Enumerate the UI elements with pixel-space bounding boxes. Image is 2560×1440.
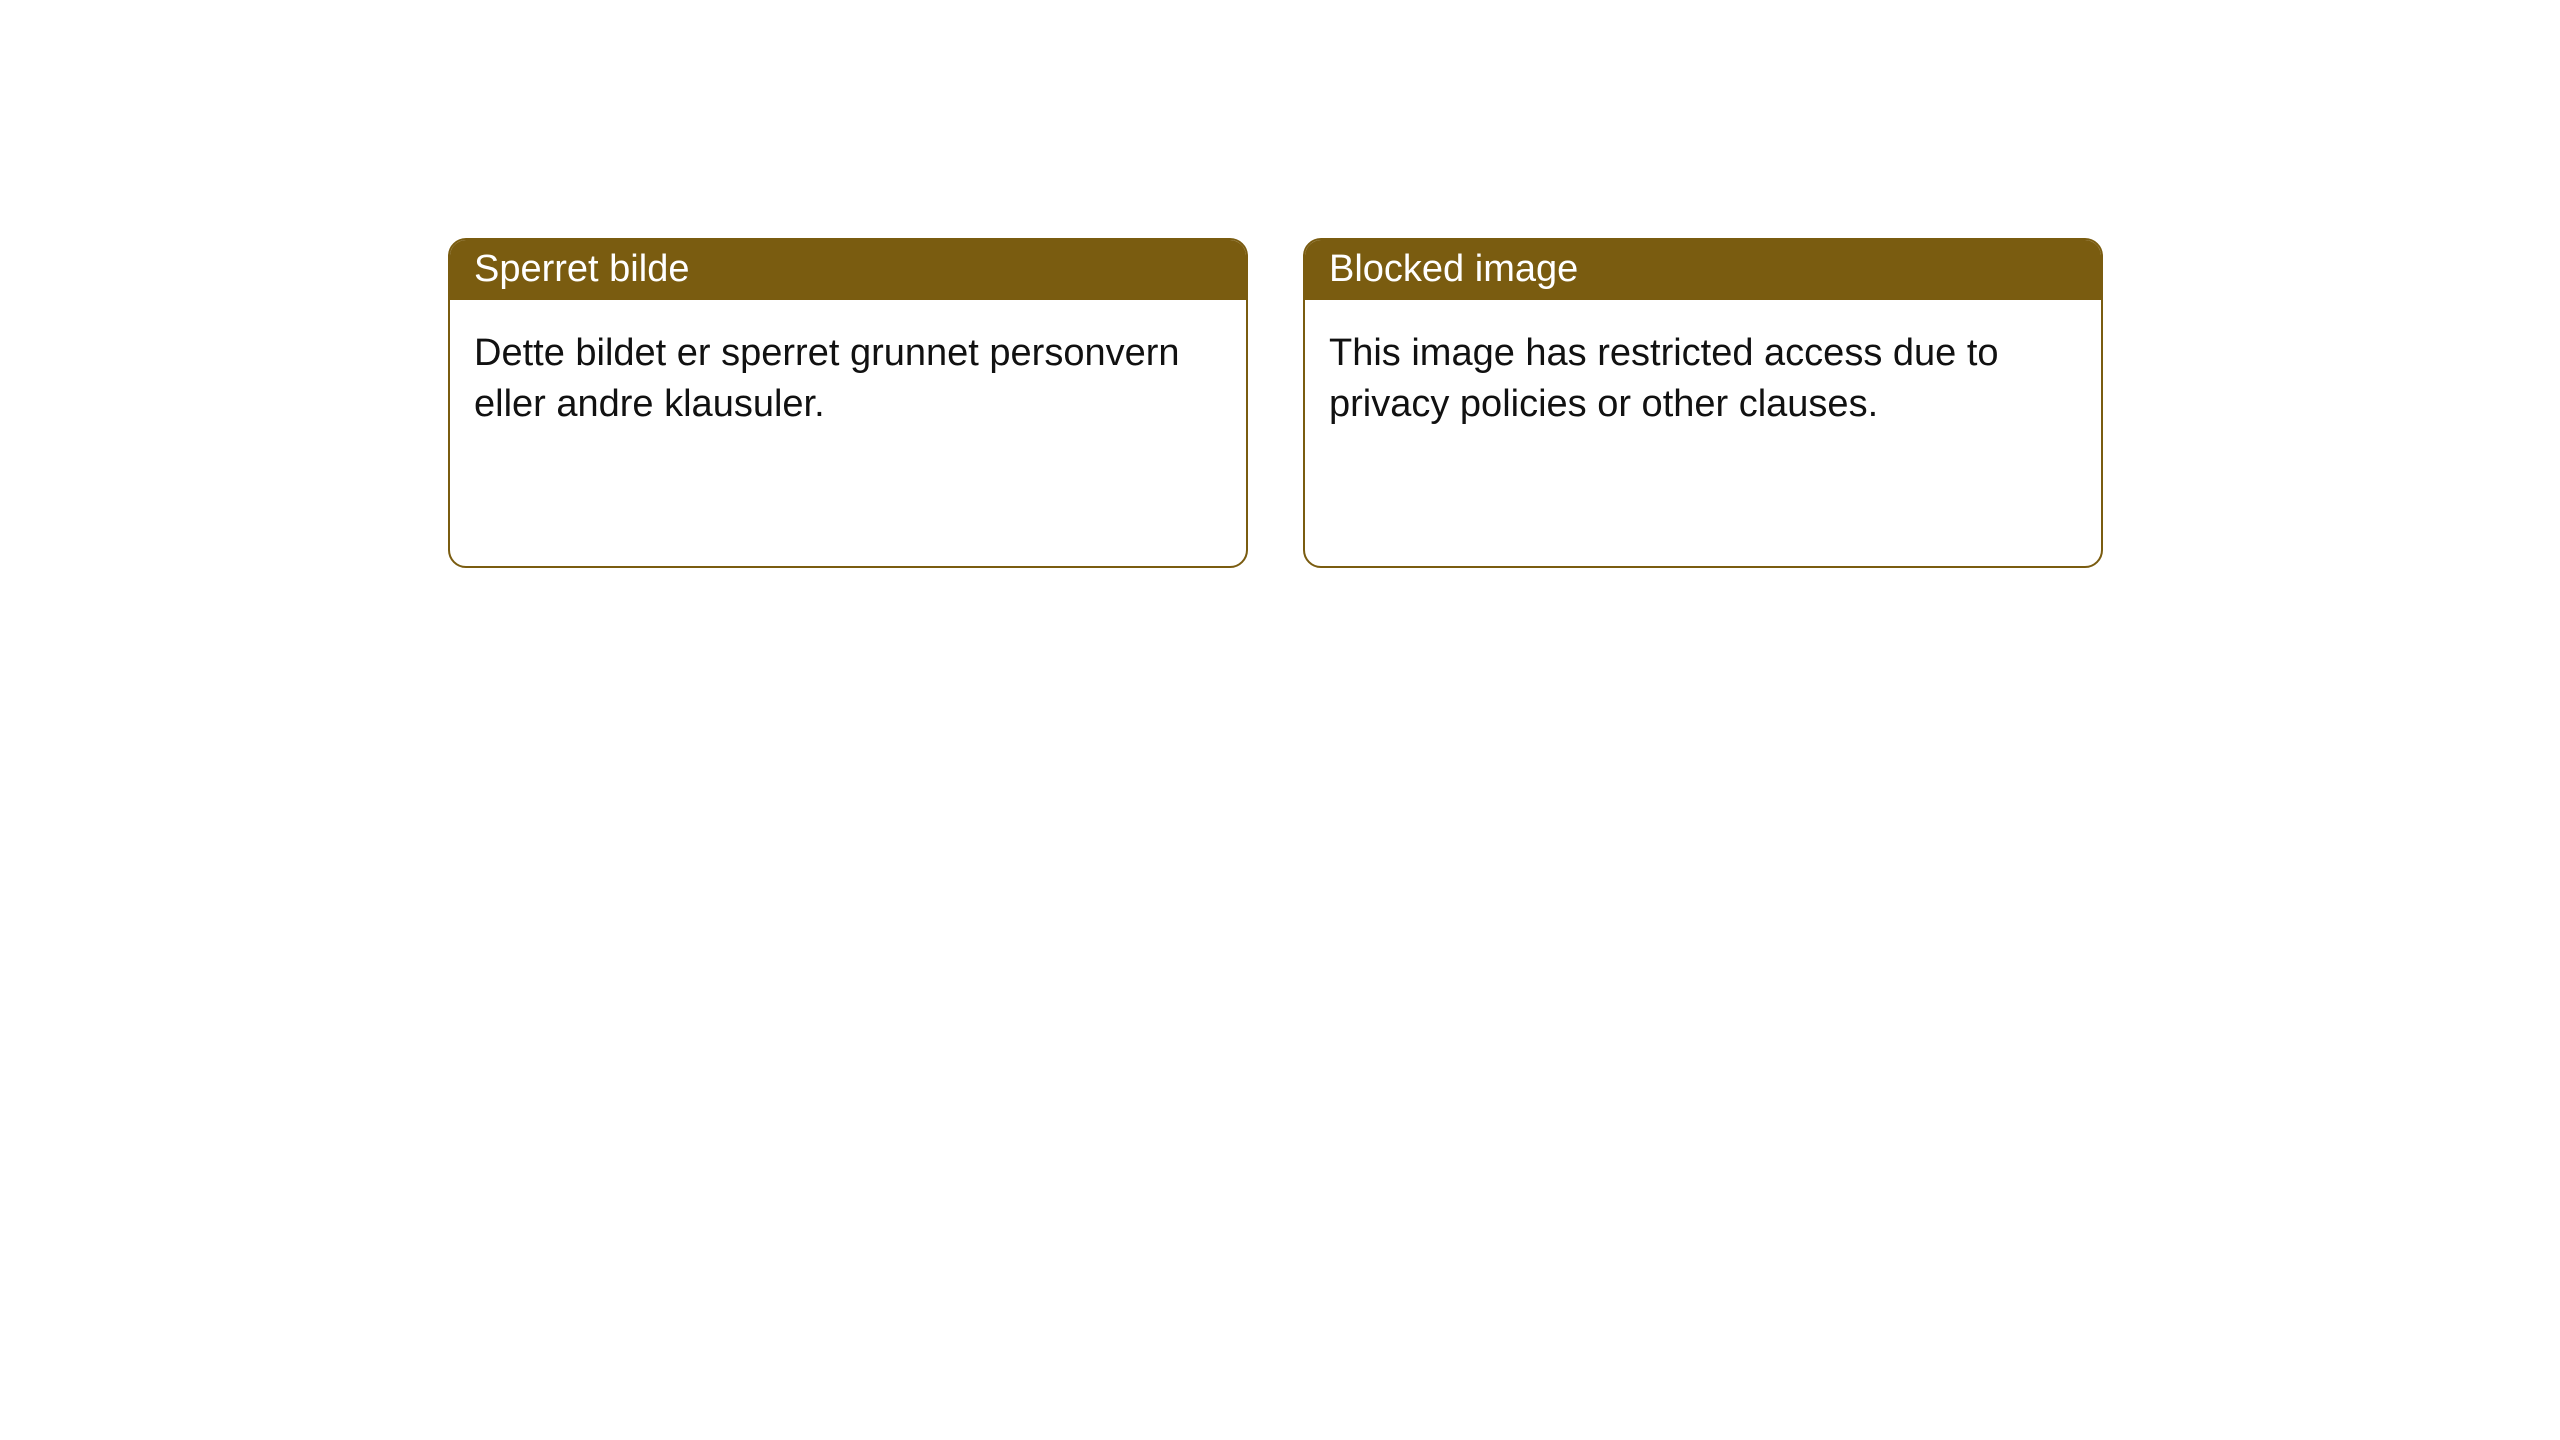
card-title-no: Sperret bilde [450,240,1246,300]
page-stage: Sperret bilde Dette bildet er sperret gr… [0,0,2560,1440]
card-body-no: Dette bildet er sperret grunnet personve… [450,300,1246,431]
card-blocked-image-en: Blocked image This image has restricted … [1303,238,2103,568]
card-body-en: This image has restricted access due to … [1305,300,2101,431]
card-blocked-image-no: Sperret bilde Dette bildet er sperret gr… [448,238,1248,568]
cards-row: Sperret bilde Dette bildet er sperret gr… [448,238,2103,568]
card-title-en: Blocked image [1305,240,2101,300]
